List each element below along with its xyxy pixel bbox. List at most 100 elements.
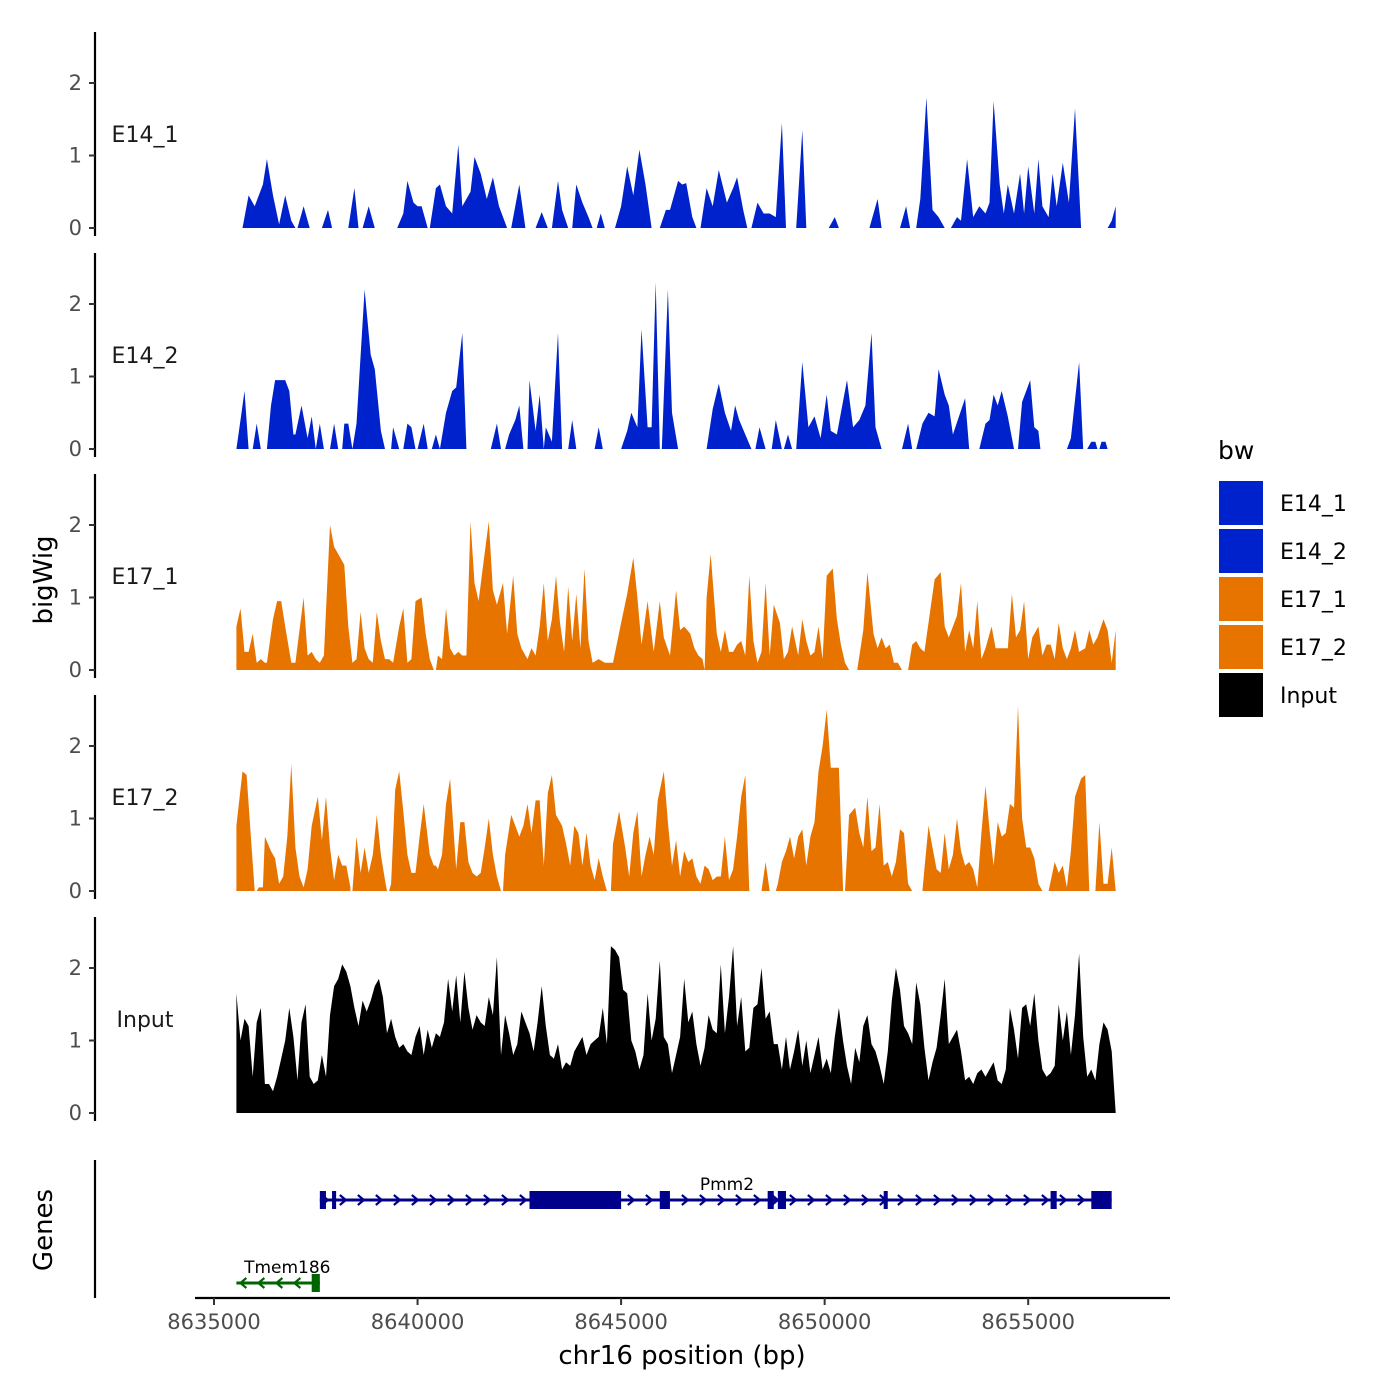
strand-arrow [717,1194,726,1206]
gene-label: Tmem186 [243,1258,330,1278]
y-tick-label: 0 [69,1101,82,1125]
strand-arrow [933,1194,942,1206]
gene-tmem186: Tmem186 [236,1258,330,1292]
track-label: Input [117,1008,174,1033]
legend-item-e17_1: E17_1 [1219,577,1347,621]
gene-exon [529,1191,622,1209]
legend-item-e14_1: E14_1 [1219,481,1347,525]
strand-arrow [1077,1194,1086,1206]
y-tick-label: 0 [69,658,82,682]
y-tick-label: 2 [69,292,82,316]
area-e14_2 [236,282,1108,449]
y-tick-label: 1 [69,365,82,389]
track-label: E17_2 [112,786,179,811]
y-tick-label: 2 [69,734,82,758]
strand-arrow [645,1194,654,1206]
area-e14_1 [242,97,1116,228]
strand-arrow [1005,1194,1014,1206]
gene-exon [777,1191,786,1209]
strand-arrow [1041,1194,1050,1206]
strand-arrow [699,1194,708,1206]
strand-arrow [861,1194,870,1206]
legend-label: E14_1 [1280,492,1347,517]
strand-arrow [256,1277,266,1289]
y-tick-label: 1 [69,807,82,831]
y-tick-label: 0 [69,437,82,461]
strand-arrow [753,1194,762,1206]
gene-pmm2: Pmm2 [319,1175,1112,1209]
track-label: E17_1 [112,565,179,590]
gene-exon [767,1191,774,1209]
track-label: E14_2 [112,344,179,369]
legend-label: E17_1 [1280,588,1347,613]
gene-exon [1050,1191,1057,1209]
legend-swatch [1219,577,1263,621]
strand-arrow [393,1194,402,1206]
y-tick-label: 1 [69,586,82,610]
y-tick-label: 2 [69,71,82,95]
strand-arrow [789,1194,798,1206]
legend-item-input: Input [1219,673,1337,717]
gene-exon [1091,1191,1112,1209]
y-tick-label: 2 [69,956,82,980]
strand-arrow [501,1194,510,1206]
track-e14_2: 0 1 2 E14_2 [69,253,1108,461]
strand-arrow [987,1194,996,1206]
strand-arrow [735,1194,744,1206]
legend-swatch [1219,481,1263,525]
x-tick-label: 8640000 [371,1310,465,1334]
strand-arrow [292,1277,302,1289]
genes-axis-title: Genes [29,1189,59,1271]
strand-arrow [897,1194,906,1206]
strand-arrow [483,1194,492,1206]
legend-swatch [1219,529,1263,573]
strand-arrow [339,1194,348,1206]
x-axis-title: chr16 position (bp) [558,1341,805,1371]
x-tick-label: 8635000 [167,1310,261,1334]
strand-arrow [1023,1194,1032,1206]
legend-swatch [1219,673,1263,717]
legend-label: Input [1280,684,1337,709]
strand-arrow [915,1194,924,1206]
legend-label: E17_2 [1280,636,1347,661]
strand-arrow [447,1194,456,1206]
strand-arrow [627,1194,636,1206]
track-e17_2: 0 1 2 E17_2 [69,695,1116,903]
strand-arrow [238,1277,248,1289]
y-tick-label: 2 [69,513,82,537]
track-input: 0 1 2 Input [69,917,1116,1125]
strand-arrow [825,1194,834,1206]
strand-arrow [465,1194,474,1206]
x-tick-label: 8645000 [574,1310,668,1334]
track-label: E14_1 [112,123,179,148]
gene-exon [311,1274,320,1292]
genes-panel: Pmm2 Tmem186 [93,1160,1112,1298]
strand-arrow [274,1277,284,1289]
legend-label: E14_2 [1280,540,1347,565]
strand-arrow [807,1194,816,1206]
track-e17_1: 0 1 2 E17_1 [69,474,1116,682]
strand-arrow [357,1194,366,1206]
x-tick-label: 8655000 [981,1310,1075,1334]
strand-arrow [681,1194,690,1206]
y-tick-label: 0 [69,216,82,240]
strand-arrow [375,1194,384,1206]
strand-arrow [843,1194,852,1206]
strand-arrow [1059,1194,1068,1206]
x-tick-label: 8650000 [778,1310,872,1334]
gene-exon [319,1191,326,1209]
y-tick-label: 1 [69,1029,82,1053]
strand-arrow [951,1194,960,1206]
strand-arrow [969,1194,978,1206]
legend-item-e14_2: E14_2 [1219,529,1347,573]
legend-title: bw [1218,436,1254,465]
gene-exon [883,1191,888,1209]
legend-item-e17_2: E17_2 [1219,625,1347,669]
strand-arrow [429,1194,438,1206]
area-input [236,946,1116,1113]
area-e17_2 [236,706,1116,891]
gene-exon [659,1191,670,1209]
y-tick-label: 1 [69,144,82,168]
y-axis-title: bigWig [29,535,59,624]
